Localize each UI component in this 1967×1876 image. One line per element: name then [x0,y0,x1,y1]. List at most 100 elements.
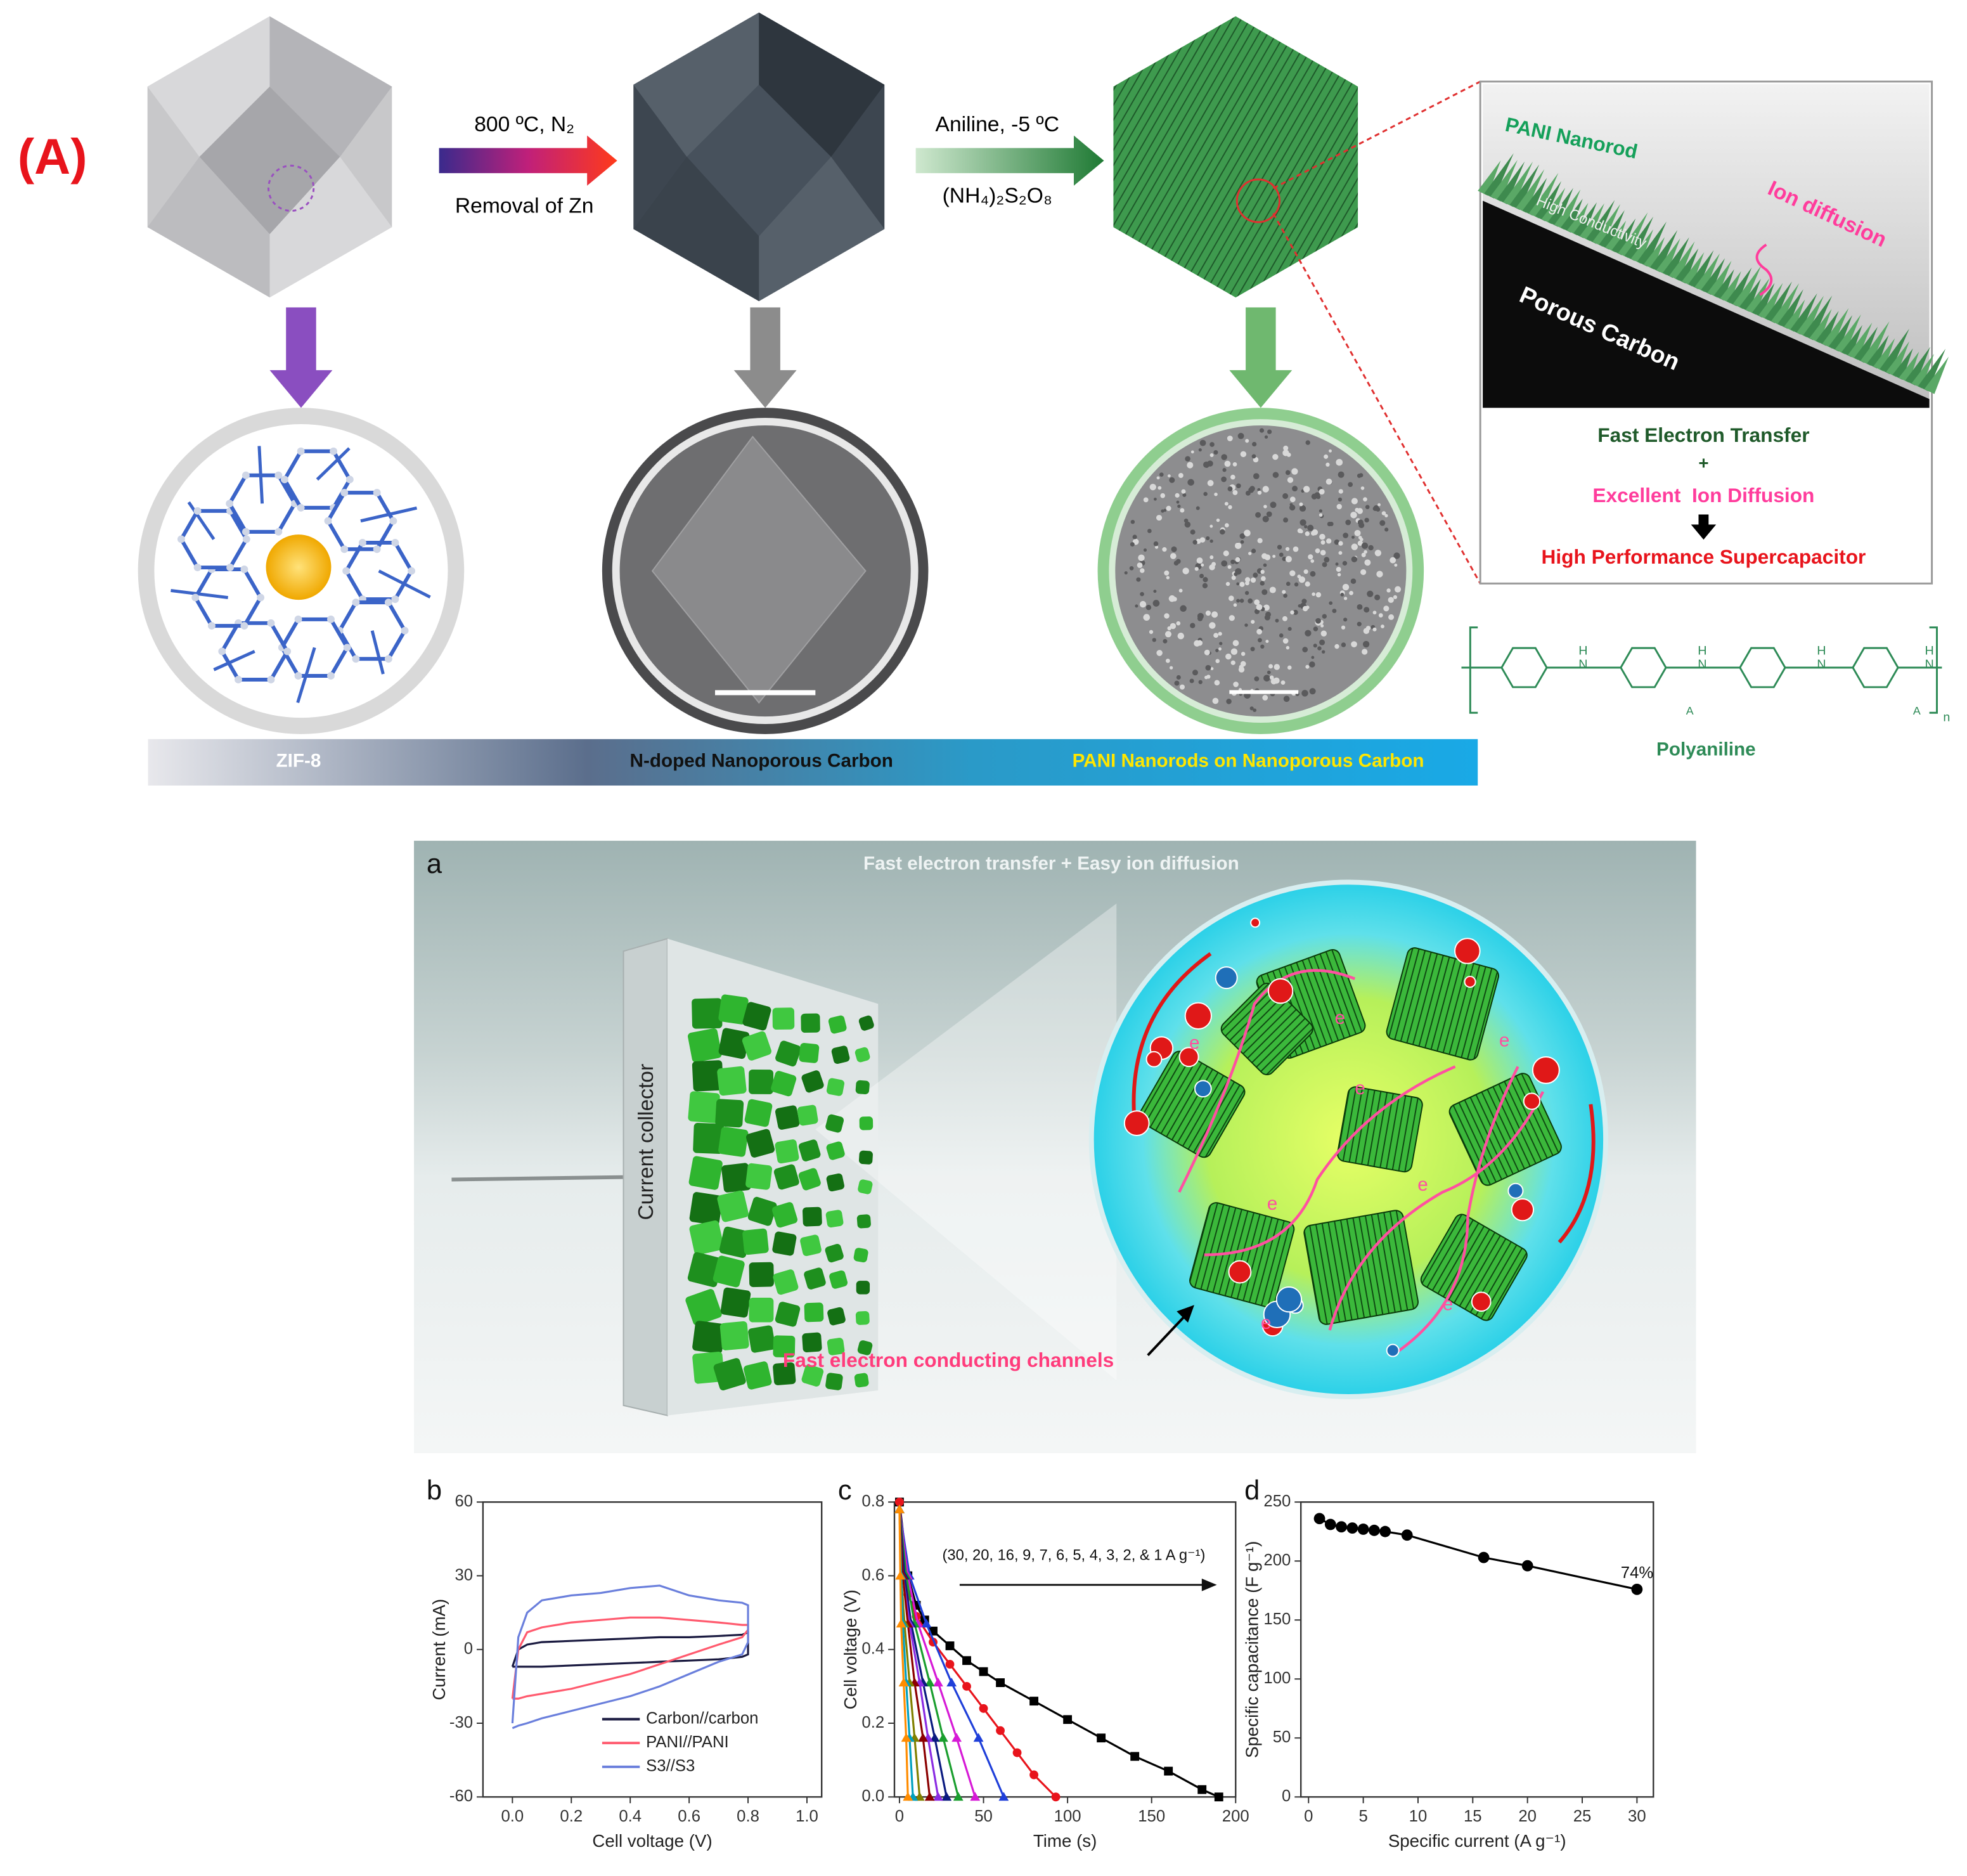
particle [801,1364,824,1387]
marker [970,1792,981,1801]
nanorod [1873,338,1895,372]
nanorod [1784,299,1805,332]
sem-texture [1343,618,1348,622]
particle [685,1289,722,1326]
sem-texture [1215,659,1220,663]
particle [692,1321,725,1354]
sem-texture [1259,428,1265,433]
crystal-face [759,12,885,157]
marker [898,1678,909,1687]
sem-texture [1252,441,1257,447]
charts: 0.0 0.2 0.4 0.6 0.8 1.0 -60 -30 0 30 60 b Cell volta… [427,1475,1654,1851]
sem-texture [1233,682,1239,687]
sem-texture [1326,538,1332,544]
sem-texture [1372,627,1377,631]
atom [226,500,234,508]
atom [191,593,200,602]
atom-label: H [1817,644,1826,657]
sem-texture [1245,577,1251,583]
sem-texture [1149,484,1156,491]
sem-texture [1362,649,1368,655]
sem-texture [1272,454,1279,460]
sem-texture [1343,597,1348,600]
particle [802,1332,822,1352]
sem-texture [1248,598,1253,604]
sem-texture [1248,552,1252,555]
electron-label: e [1499,1030,1510,1051]
marker [973,1733,984,1742]
sem-texture [1152,600,1160,607]
x-tick-label: 0 [1304,1808,1313,1825]
electron-label: e [1267,1193,1278,1214]
sem-texture [1368,545,1374,551]
panel-label: c [838,1475,852,1506]
sem-texture [1309,688,1316,695]
sem-texture [1372,611,1377,615]
marker [1197,1785,1207,1794]
atom [267,676,275,683]
sem-texture [1219,642,1223,645]
sem-texture [1355,507,1360,512]
sem-texture [1354,529,1361,536]
sem-texture [1263,675,1270,682]
sem-texture [1231,575,1236,580]
sem-texture [1251,548,1256,553]
sem-texture [1239,598,1244,603]
sem-texture [1213,450,1218,455]
sem-texture [1301,598,1307,604]
sem-texture [1169,666,1173,670]
atom [193,564,202,571]
sem-texture [1224,501,1229,506]
sem-texture [1245,439,1249,443]
plot-frame [1300,1501,1654,1798]
particle [775,1139,799,1164]
sem-texture [1251,619,1255,624]
sem-texture [1147,529,1152,533]
sem-texture [1199,574,1204,579]
sem-texture [1261,553,1268,559]
sem-texture [1364,550,1367,554]
sem-texture [1270,501,1277,508]
nanorod [1867,335,1889,369]
sem-texture [1253,708,1257,713]
sem-texture [1138,554,1145,562]
sem-texture [1244,623,1248,627]
cation [1511,1198,1535,1222]
atom-label: n [1943,710,1950,724]
framework-link [171,588,228,599]
marker [1368,1524,1380,1536]
particle [775,1040,801,1067]
zoom-line [1272,81,1481,190]
sem-texture [1285,547,1290,552]
sem-texture [1361,552,1366,557]
sem-texture [1315,548,1320,553]
sem-texture [1283,695,1290,702]
sem-texture [1315,592,1322,598]
marker [1164,1766,1173,1776]
nanorod [1509,164,1540,210]
panel-label: a [427,849,442,879]
sem-texture [1227,486,1233,492]
atom [274,471,283,479]
sem-texture [1176,675,1181,680]
cation [1123,1110,1150,1137]
particle [744,1361,772,1390]
particle [689,1220,724,1255]
sem-texture [1334,539,1340,545]
coated-particle [1189,1202,1295,1308]
sem-texture [1190,529,1196,535]
marker [1324,1518,1336,1530]
sem-texture [1338,497,1343,502]
sem-texture [1166,505,1171,511]
sem-texture [1267,670,1271,675]
sem-texture [1213,633,1219,638]
atom [352,655,360,663]
nanorod [1880,328,1909,375]
sem-texture [1124,571,1128,575]
nanorod [1861,321,1890,366]
y-tick-label: 0.6 [861,1566,884,1584]
particle [688,1156,723,1190]
sem-texture [1233,603,1237,607]
electron-label: e [1335,1007,1346,1028]
sem-texture [1230,559,1235,564]
